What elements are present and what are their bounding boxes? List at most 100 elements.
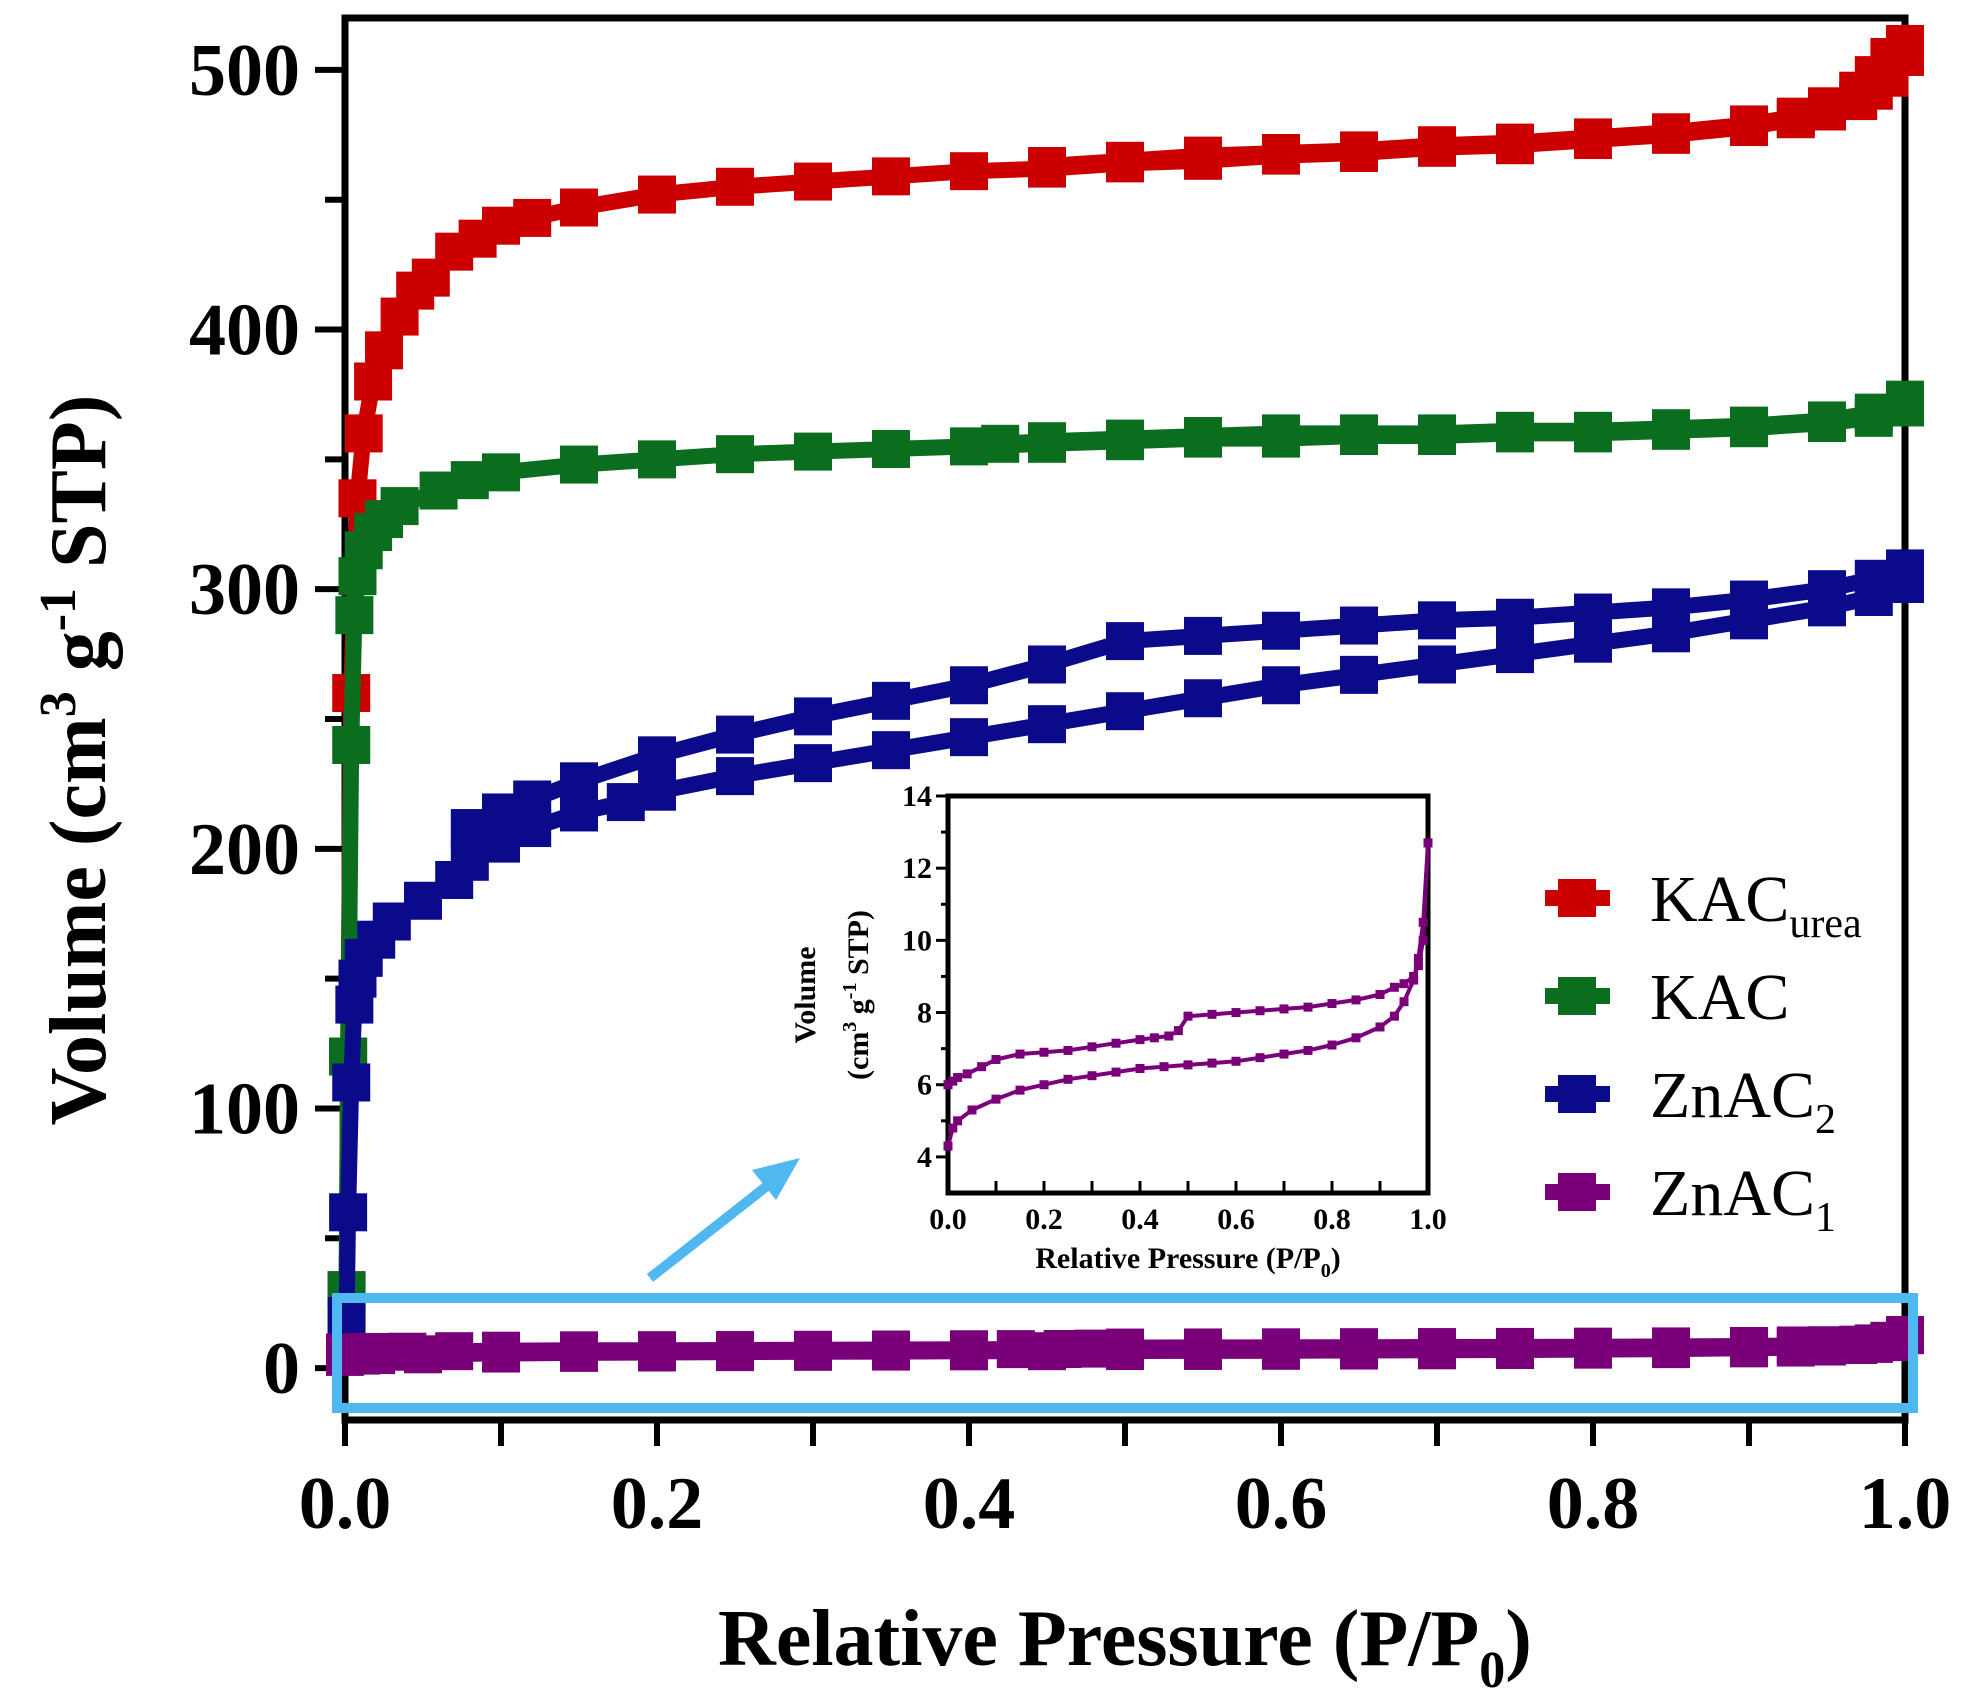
desorption-marker xyxy=(1574,118,1612,157)
adsorption-marker xyxy=(872,429,910,468)
desorption-marker xyxy=(1106,622,1144,661)
inset-y-axis-title-line2: (cm3 g-1 STP) xyxy=(839,910,875,1080)
series-KACurea xyxy=(326,24,1924,1375)
desorption-marker xyxy=(450,809,489,848)
desorption-marker xyxy=(1854,559,1893,598)
x-tick-label: 0.6 xyxy=(1235,1463,1328,1545)
legend-label: KAC xyxy=(1650,961,1789,1034)
legend-item: KACurea xyxy=(1545,863,1862,947)
adsorption-marker xyxy=(332,1063,371,1102)
legend: KACurea KAC ZnAC2 ZnAC1 xyxy=(1545,863,1862,1241)
legend-label: ZnAC1 xyxy=(1650,1157,1836,1241)
inset-adsorption-marker xyxy=(948,1123,958,1133)
inset-frame xyxy=(945,793,1431,1196)
inset-x-tick-label: 1.0 xyxy=(1409,1203,1447,1236)
inset-desorption-marker xyxy=(1423,838,1433,848)
adsorption-marker xyxy=(1496,635,1534,674)
inset-adsorption-marker xyxy=(1231,1056,1241,1066)
inset-desorption-marker xyxy=(1135,1035,1145,1045)
adsorption-marker xyxy=(332,725,371,764)
adsorption-marker xyxy=(716,167,754,206)
inset-desorption-marker xyxy=(1327,999,1337,1009)
desorption-marker xyxy=(638,736,676,775)
inset-desorption-marker xyxy=(1207,1009,1217,1019)
x-tick-label: 0.2 xyxy=(611,1463,704,1545)
inset-adsorption-marker xyxy=(1255,1053,1265,1063)
desorption-marker xyxy=(1184,417,1222,456)
adsorption-marker xyxy=(1184,679,1222,718)
desorption-marker xyxy=(1808,570,1846,609)
desorption-marker xyxy=(482,1331,520,1370)
inset-desorption-marker xyxy=(1399,979,1409,989)
inset-desorption-marker xyxy=(1279,1004,1289,1014)
adsorption-marker xyxy=(794,744,832,783)
adsorption-marker xyxy=(638,175,676,214)
highlight-arrow xyxy=(646,1178,776,1282)
inset-x-tick-label: 0.2 xyxy=(1025,1203,1063,1236)
inset-desorption-marker xyxy=(1409,971,1419,981)
desorption-marker xyxy=(1730,406,1768,445)
desorption-marker xyxy=(1340,1328,1378,1367)
adsorption-marker xyxy=(365,331,403,370)
inset-desorption-marker xyxy=(1389,982,1399,992)
legend-item: ZnAC1 xyxy=(1545,1157,1836,1241)
adsorption-marker xyxy=(1418,645,1456,684)
inset-desorption-marker xyxy=(1303,1002,1313,1012)
desorption-marker xyxy=(794,1330,832,1369)
desorption-marker xyxy=(1730,1327,1768,1366)
adsorption-marker xyxy=(638,772,676,811)
desorption-marker xyxy=(981,424,1020,463)
desorption-marker xyxy=(1043,1329,1082,1368)
legend-swatch-marker xyxy=(1558,1075,1596,1113)
inset-desorption-marker xyxy=(948,1076,958,1086)
highlight-box xyxy=(332,1293,1918,1413)
desorption-marker xyxy=(1730,580,1768,619)
legend-item: ZnAC2 xyxy=(1545,1059,1836,1143)
desorption-marker xyxy=(1340,606,1378,645)
desorption-marker xyxy=(1262,134,1300,173)
adsorption-marker xyxy=(329,1193,368,1232)
desorption-marker xyxy=(1776,1326,1815,1365)
inset-desorption-marker xyxy=(977,1062,987,1072)
adsorption-marker xyxy=(513,198,552,237)
inset-adsorption-marker xyxy=(1279,1049,1289,1059)
inset-plot: 0.0 0.2 0.4 0.6 0.8 1.0 4 6 8 10 12 14 Relative Pres… xyxy=(789,780,1447,1282)
y-tick-label: 400 xyxy=(189,290,300,372)
inset-desorption-marker xyxy=(1111,1038,1121,1048)
desorption-marker xyxy=(1418,414,1456,453)
series-ZnAC1 xyxy=(326,1316,1924,1376)
inset-y-axis-title-line1: Volume xyxy=(789,946,822,1043)
adsorption-marker xyxy=(950,718,988,757)
adsorption-marker xyxy=(638,440,676,479)
legend-swatch-marker xyxy=(1558,1173,1596,1211)
desorption-marker xyxy=(1184,1328,1222,1367)
desorption-marker xyxy=(1340,131,1378,170)
x-tick-label: 0.0 xyxy=(299,1463,392,1545)
desorption-marker xyxy=(1808,401,1846,440)
inset-adsorption-marker xyxy=(1159,1062,1169,1072)
inset-desorption-marker xyxy=(1149,1033,1159,1043)
desorption-marker xyxy=(950,1330,988,1369)
inset-desorption-marker xyxy=(1039,1047,1049,1057)
inset-y-tick-label: 12 xyxy=(902,852,932,885)
desorption-marker xyxy=(872,681,910,720)
desorption-marker xyxy=(1340,414,1378,453)
y-tick-label: 0 xyxy=(263,1328,300,1410)
desorption-marker xyxy=(716,715,754,754)
adsorption-marker xyxy=(872,731,910,770)
inset-desorption-marker xyxy=(1231,1008,1241,1018)
adsorption-marker xyxy=(380,487,419,526)
desorption-marker xyxy=(1730,105,1768,144)
inset-adsorption-marker xyxy=(1303,1045,1313,1055)
y-tick-label: 100 xyxy=(189,1068,300,1150)
inset-desorption-marker xyxy=(962,1069,972,1079)
inset-adsorption-marker xyxy=(1207,1058,1217,1068)
adsorption-marker xyxy=(1262,666,1300,705)
adsorption-marker xyxy=(794,432,832,471)
inset-adsorption-marker xyxy=(1087,1071,1097,1081)
inset-y-tick-label: 8 xyxy=(917,997,932,1030)
inset-desorption-marker xyxy=(1183,1011,1193,1021)
y-tick-label: 300 xyxy=(189,549,300,631)
main-plot: 0.0 0.2 0.4 0.6 0.8 1.0 0 100 200 300 400 500 Relati… xyxy=(30,14,1951,1693)
inset-series-ZnAC1 xyxy=(943,838,1433,1151)
